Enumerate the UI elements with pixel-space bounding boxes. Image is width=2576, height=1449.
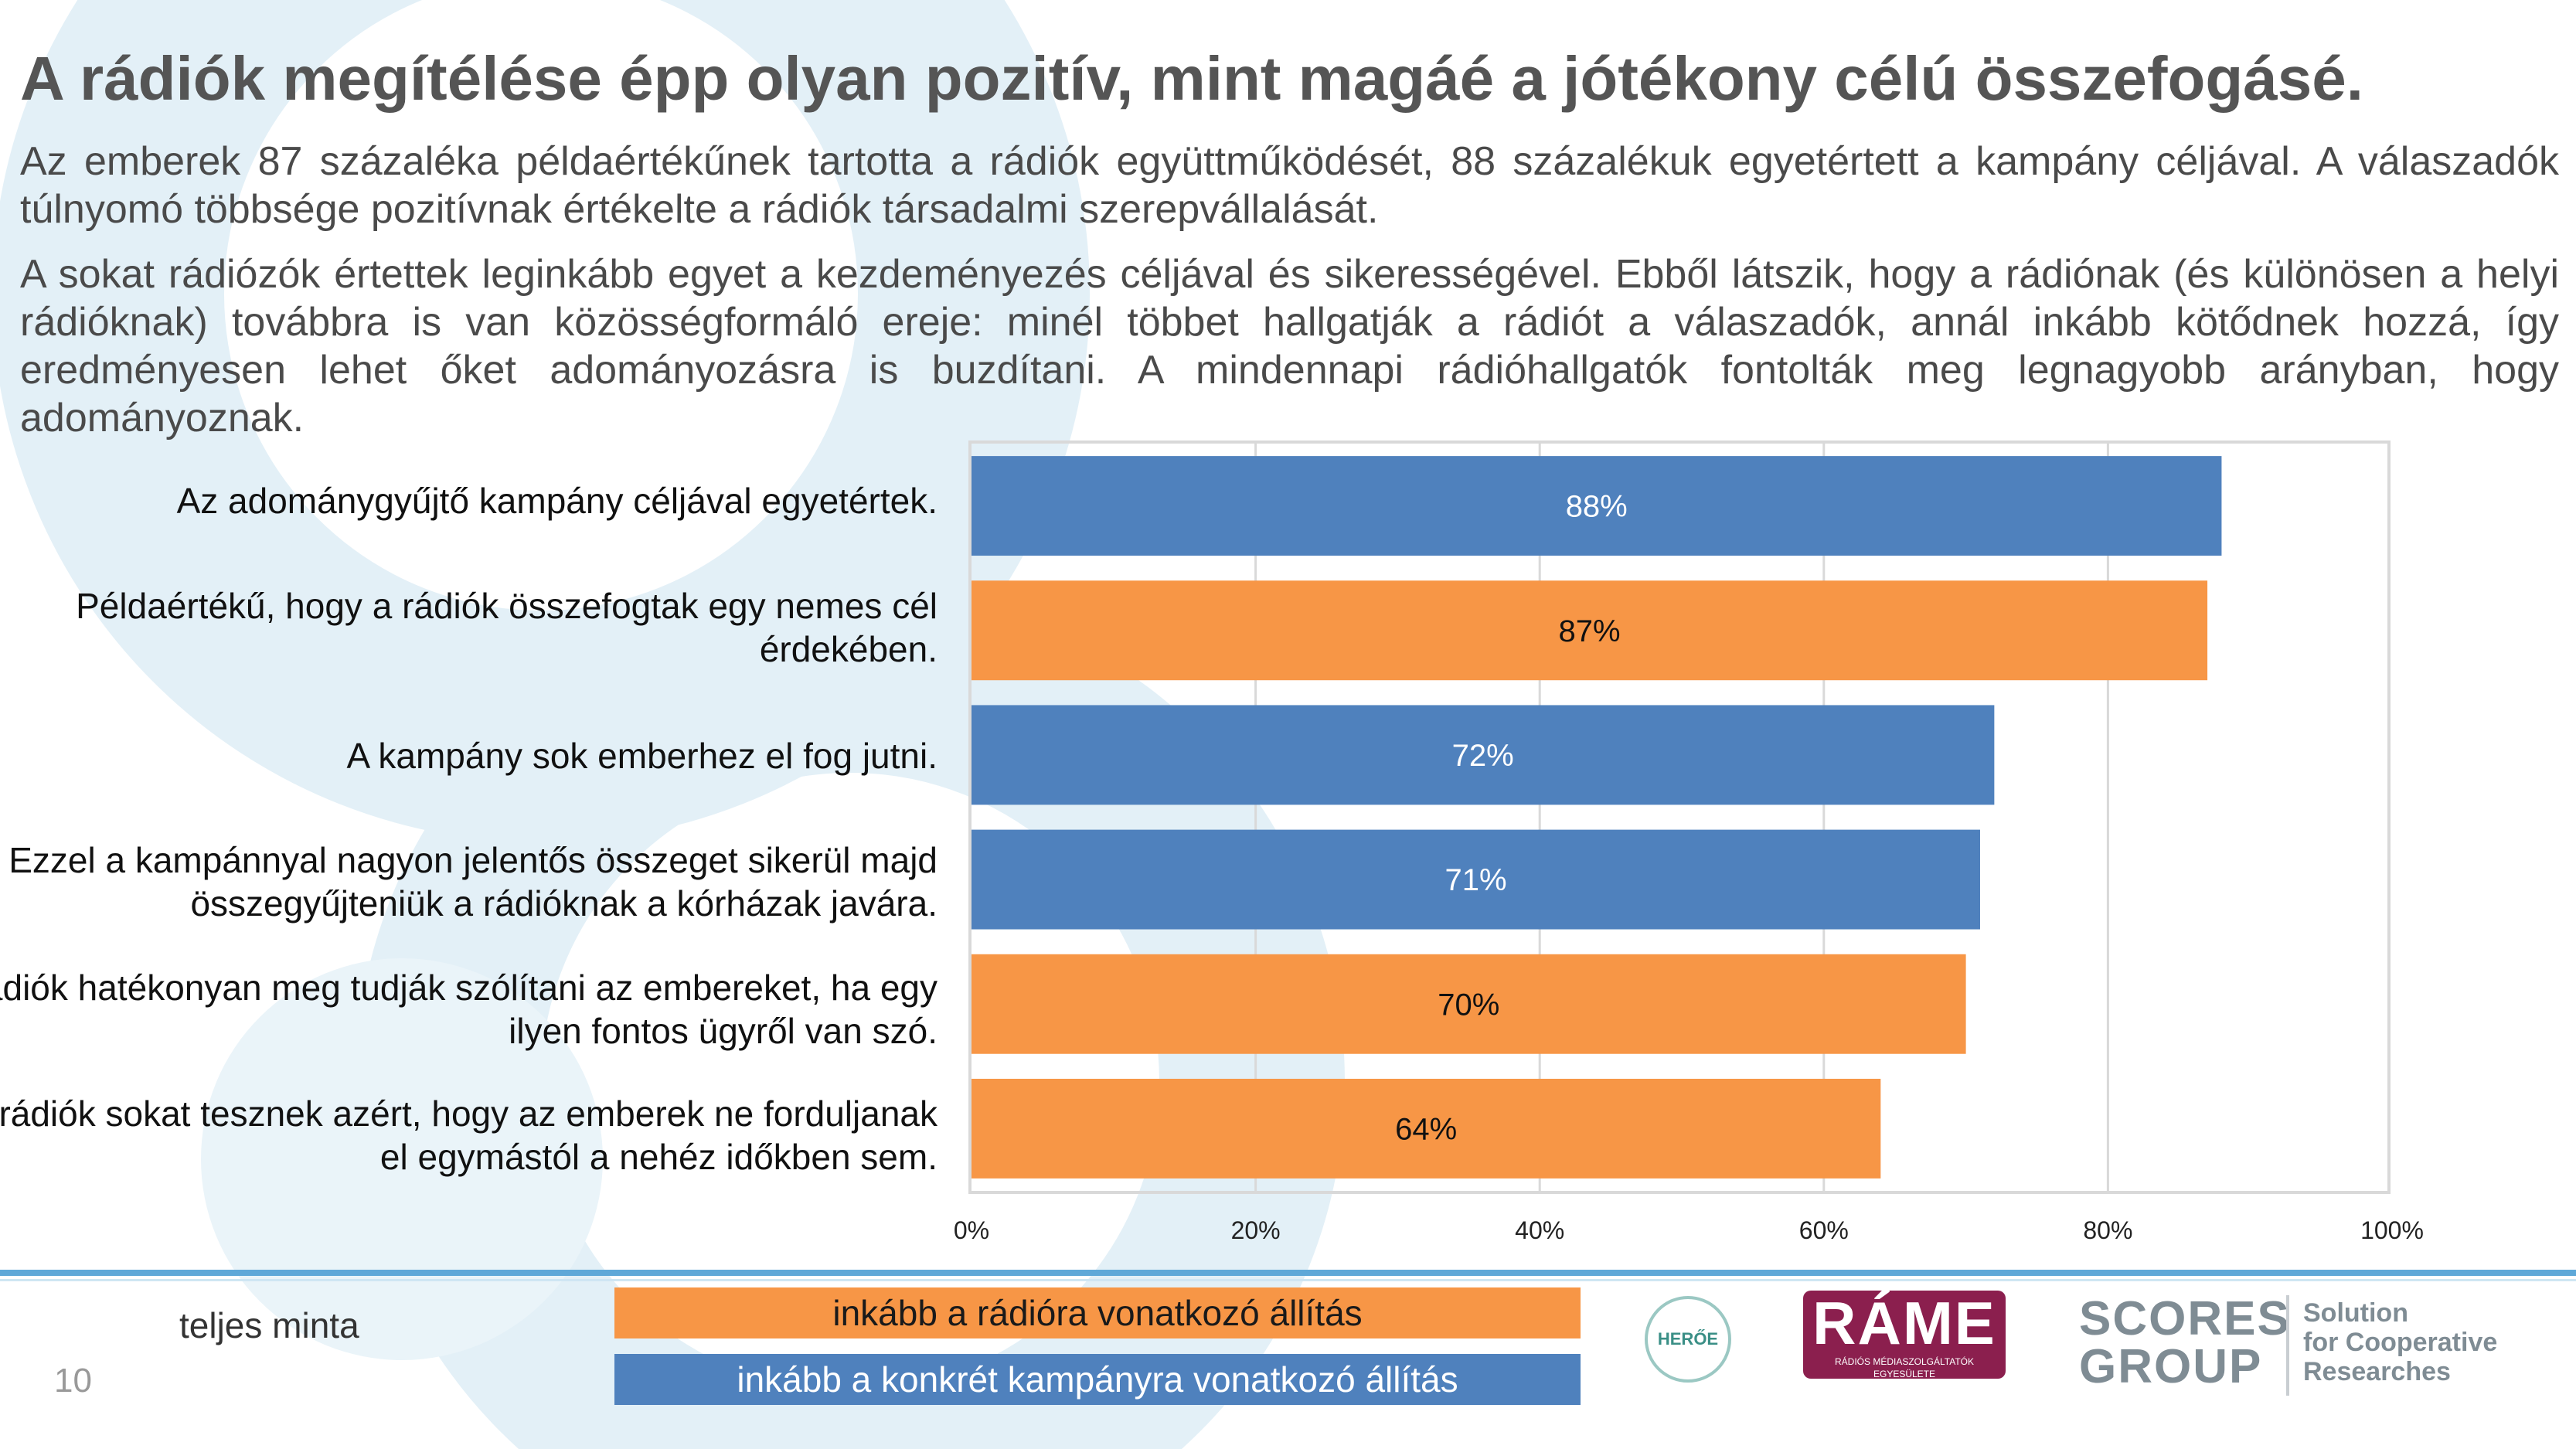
x-tick-label-100: 100% bbox=[2360, 1216, 2424, 1244]
scores-tagline-2: for Cooperative bbox=[2303, 1328, 2498, 1357]
x-tick-label-60: 60% bbox=[1799, 1216, 1849, 1244]
scores-tagline-1: Solution bbox=[2303, 1298, 2408, 1328]
category-label-1: Példaértékű, hogy a rádiók összefogtak e… bbox=[76, 586, 938, 669]
sample-label: teljes minta bbox=[179, 1305, 359, 1345]
rame-logo-subtitle: RÁDIÓS MÉDIASZOLGÁLTATÓK EGYESÜLETE bbox=[1834, 1356, 1975, 1379]
category-label-3: Ezzel a kampánnyal nagyon jelentős össze… bbox=[9, 840, 938, 923]
scores-logo-line1: SCORES bbox=[2079, 1292, 2291, 1345]
footer-divider-secondary bbox=[0, 1279, 2576, 1281]
scores-tagline-3: Researches bbox=[2303, 1357, 2451, 1386]
x-tick-label-20: 20% bbox=[1231, 1216, 1281, 1244]
legend-campaign-statement: inkább a konkrét kampányra vonatkozó áll… bbox=[614, 1354, 1581, 1405]
chart-plot-frame bbox=[968, 440, 2391, 1194]
bar-2 bbox=[972, 705, 1995, 805]
bar-4 bbox=[972, 954, 1966, 1054]
category-label-0: Az adománygyűjtő kampány céljával egyeté… bbox=[176, 481, 938, 521]
scores-logo-line2: GROUP bbox=[2079, 1340, 2263, 1393]
summary-paragraph-2: A sokat rádiózók értettek leginkább egye… bbox=[20, 252, 2559, 440]
page-title: A rádiók megítélése épp olyan pozitív, m… bbox=[20, 44, 2363, 113]
bar-1 bbox=[972, 580, 2208, 681]
category-label-4: A rádiók hatékonyan meg tudják szólítani… bbox=[0, 968, 938, 1051]
bar-data-label-4: 70% bbox=[1438, 988, 1499, 1022]
bar-5 bbox=[972, 1078, 1881, 1179]
x-tick-label-40: 40% bbox=[1515, 1216, 1564, 1244]
heroe-logo: HERŐE bbox=[1645, 1296, 1731, 1383]
bar-0 bbox=[972, 456, 2222, 556]
scores-logo-divider bbox=[2286, 1295, 2289, 1396]
bar-data-label-3: 71% bbox=[1445, 863, 1506, 897]
x-tick-label-0: 0% bbox=[954, 1216, 989, 1244]
rame-logo-text: RÁME bbox=[1812, 1289, 1996, 1357]
footer-divider bbox=[0, 1270, 2576, 1276]
category-label-2: A kampány sok emberhez el fog jutni. bbox=[346, 736, 938, 776]
summary-paragraph-1: Az emberek 87 százaléka példaértékűnek t… bbox=[20, 139, 2559, 232]
bar-3 bbox=[972, 829, 1980, 930]
bar-data-label-5: 64% bbox=[1395, 1112, 1457, 1146]
rame-logo: RÁME RÁDIÓS MÉDIASZOLGÁLTATÓK EGYESÜLETE bbox=[1803, 1291, 2006, 1379]
x-tick-label-80: 80% bbox=[2083, 1216, 2132, 1244]
heroe-logo-text: HERŐE bbox=[1657, 1329, 1719, 1349]
bar-data-label-0: 88% bbox=[1566, 490, 1628, 524]
legend-radio-statement: inkább a rádióra vonatkozó állítás bbox=[614, 1287, 1581, 1338]
bar-data-label-1: 87% bbox=[1558, 614, 1620, 648]
category-label-5: A rádiók sokat tesznek azért, hogy az em… bbox=[0, 1094, 938, 1177]
bar-data-label-2: 72% bbox=[1452, 739, 1514, 773]
page-number: 10 bbox=[54, 1362, 92, 1400]
